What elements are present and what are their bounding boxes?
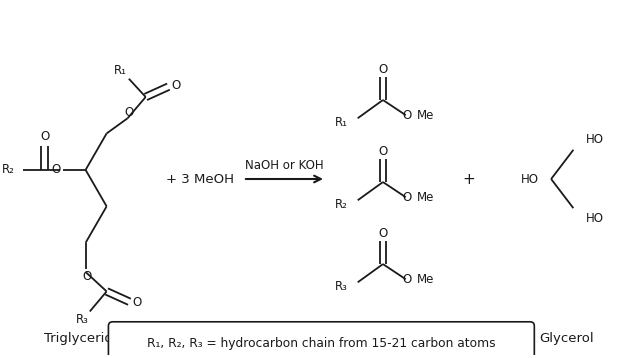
Text: Me: Me <box>417 191 434 204</box>
Text: O: O <box>402 273 412 286</box>
Text: NaOH or KOH: NaOH or KOH <box>245 159 324 172</box>
Text: HO: HO <box>521 173 539 185</box>
Text: Me: Me <box>417 109 434 122</box>
Text: Me: Me <box>417 273 434 286</box>
Text: O: O <box>133 296 142 309</box>
Text: R₁: R₁ <box>114 64 127 77</box>
Text: O: O <box>378 227 388 240</box>
Text: O: O <box>82 270 92 283</box>
Text: O: O <box>40 130 49 143</box>
Text: R₂: R₂ <box>335 198 348 211</box>
Text: O: O <box>52 163 61 176</box>
Text: R₃: R₃ <box>76 313 89 326</box>
Text: HO: HO <box>586 212 604 225</box>
Text: O: O <box>402 191 412 204</box>
Text: Biodiesel: Biodiesel <box>353 332 413 345</box>
Text: O: O <box>172 79 181 92</box>
Text: Glycerol: Glycerol <box>539 332 594 345</box>
Text: O: O <box>378 63 388 76</box>
Text: HO: HO <box>586 133 604 146</box>
FancyBboxPatch shape <box>108 322 535 358</box>
Text: O: O <box>378 145 388 158</box>
Text: +: + <box>462 171 475 187</box>
Text: O: O <box>402 109 412 122</box>
Text: R₃: R₃ <box>335 280 348 293</box>
Text: O: O <box>124 106 133 118</box>
Text: R₁: R₁ <box>335 116 348 129</box>
Text: + 3 MeOH: + 3 MeOH <box>166 173 234 185</box>
Text: R₁, R₂, R₃ = hydrocarbon chain from 15-21 carbon atoms: R₁, R₂, R₃ = hydrocarbon chain from 15-2… <box>148 337 496 350</box>
Text: R₂: R₂ <box>2 163 15 176</box>
Text: Triglycerides: Triglycerides <box>44 332 128 345</box>
